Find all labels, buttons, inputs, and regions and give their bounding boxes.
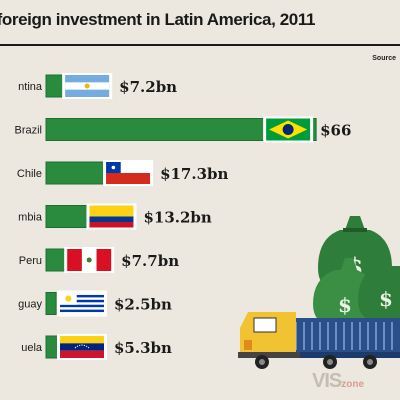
- truck-illustration: $ $ $: [238, 216, 400, 369]
- category-label: mbia: [18, 212, 43, 224]
- peru-flag-icon: [64, 247, 115, 273]
- brand-sub: zone: [341, 379, 365, 390]
- bar-row: Peru $7.7bn: [19, 247, 179, 273]
- bar: [45, 292, 57, 315]
- value-label: $5.3bn: [114, 339, 172, 357]
- venezuela-flag-icon: [57, 334, 107, 360]
- brazil-flag-icon: [263, 116, 314, 143]
- category-label: uela: [21, 342, 43, 354]
- bar-row: ntina $7.2bn: [18, 73, 177, 99]
- argentina-flag-icon: [62, 73, 113, 99]
- bar-row: mbia $13.2bn: [18, 203, 212, 230]
- bar-row: Chile $17.3bn: [17, 160, 229, 186]
- bar: [45, 118, 317, 141]
- bar-row: uela $5.3bn: [21, 334, 172, 360]
- bar-row: guay $2.5bn: [18, 290, 172, 317]
- value-label: $13.2bn: [143, 209, 211, 227]
- value-label: $7.2bn: [119, 78, 177, 96]
- category-label: guay: [18, 299, 42, 311]
- brand-main: VIS: [312, 370, 342, 392]
- money-bags-illustration: $ $ $: [313, 216, 400, 326]
- svg-text:$: $: [379, 287, 393, 311]
- category-label: Brazil: [14, 125, 42, 137]
- category-label: Chile: [17, 168, 42, 180]
- svg-text:$: $: [338, 293, 352, 317]
- colombia-flag-icon: [86, 203, 137, 230]
- value-label: $66: [320, 122, 351, 140]
- bar-row: Brazil $66: [14, 116, 351, 143]
- category-label: ntina: [18, 81, 43, 93]
- category-label: Peru: [19, 255, 42, 267]
- brand-logo: VISzone: [312, 370, 364, 393]
- bars-group: ntina $7.2bn Brazil $66 Chile $17.3bn mbia $13.…: [14, 73, 351, 360]
- value-label: $7.7bn: [121, 252, 179, 270]
- value-label: $2.5bn: [114, 296, 172, 314]
- chart-title: ct foreign investment in Latin America, …: [0, 0, 400, 40]
- value-label: $17.3bn: [160, 165, 228, 183]
- source-note: Source: [372, 55, 396, 62]
- title-rule: [0, 44, 400, 46]
- uruguay-flag-icon: [57, 290, 107, 317]
- chile-flag-icon: [103, 160, 154, 186]
